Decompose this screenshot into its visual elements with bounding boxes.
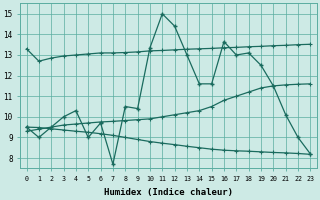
X-axis label: Humidex (Indice chaleur): Humidex (Indice chaleur) bbox=[104, 188, 233, 197]
